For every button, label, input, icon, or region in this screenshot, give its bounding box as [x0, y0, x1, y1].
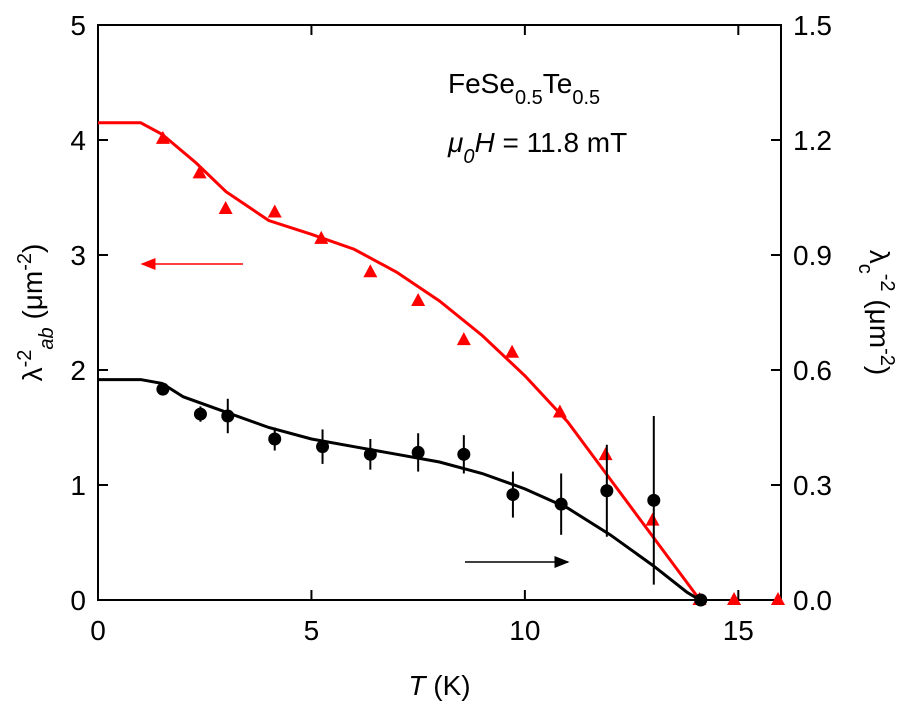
label-part: (K)	[426, 670, 471, 701]
label-part: H	[474, 127, 495, 158]
point	[267, 204, 282, 218]
x-axis-label: T (K)	[408, 670, 470, 701]
fit-line	[98, 121, 702, 601]
annotation: μ0H = 11.8 mT	[447, 127, 627, 168]
point	[457, 447, 471, 461]
y2-tick-label: 0.3	[793, 470, 832, 501]
point	[314, 230, 329, 244]
label-part: μ	[447, 127, 463, 158]
y-axis-label: λ-2ab (μm-2)	[14, 244, 58, 382]
point	[645, 512, 660, 526]
point	[316, 440, 330, 454]
x-tick-label: 15	[723, 615, 754, 646]
x-tick-label: 10	[509, 615, 540, 646]
point	[363, 264, 378, 278]
label-part: c	[854, 264, 876, 274]
plot-frame	[97, 24, 782, 601]
fit-line	[98, 378, 701, 602]
point	[552, 404, 567, 418]
label-part: )	[864, 366, 895, 375]
y2-tick-label: 0.0	[793, 585, 832, 616]
point	[647, 493, 661, 507]
point	[221, 409, 235, 423]
label-part: T	[408, 670, 427, 701]
label-part: -2	[14, 350, 36, 368]
point	[600, 484, 614, 498]
label-part: 0.5	[515, 87, 543, 109]
label-part: (μm	[864, 292, 895, 349]
point	[727, 592, 742, 605]
point	[268, 432, 282, 446]
x-tick-label: 0	[90, 615, 106, 646]
y-tick-label: 0	[70, 585, 86, 616]
y2-tick-label: 1.5	[793, 10, 832, 41]
label-part: λ	[17, 367, 48, 381]
y-tick-label: 3	[70, 240, 86, 271]
point	[193, 407, 207, 421]
point	[192, 165, 207, 179]
y-tick-label: 5	[70, 10, 86, 41]
point	[506, 488, 520, 502]
label-part: FeSe	[448, 68, 515, 99]
point	[363, 447, 377, 461]
y-tick-label: 2	[70, 355, 86, 386]
label-part: -2	[14, 253, 36, 271]
point	[156, 382, 170, 396]
label-part: -2	[876, 348, 898, 366]
point	[554, 497, 568, 511]
point	[694, 593, 708, 607]
label-part: (μm	[17, 271, 48, 328]
y2-tick-label: 0.9	[793, 240, 832, 271]
y-tick-label: 1	[70, 470, 86, 501]
annotation: FeSe0.5Te0.5	[448, 68, 600, 109]
label-part: = 11.8 mT	[495, 127, 628, 158]
point	[505, 344, 520, 358]
label-part: ab	[36, 327, 58, 349]
point	[155, 130, 170, 144]
label-part: 0.5	[572, 87, 600, 109]
point	[411, 445, 425, 459]
label-part: )	[17, 244, 48, 253]
y2-axis-label: λc-2 (μm-2)	[854, 250, 898, 375]
point	[771, 592, 786, 605]
point	[456, 332, 471, 346]
y-tick-label: 4	[70, 125, 86, 156]
label-part: -2	[876, 274, 898, 292]
x-tick-label: 5	[304, 615, 320, 646]
point	[218, 201, 233, 214]
point	[598, 447, 613, 461]
y2-tick-label: 1.2	[793, 125, 832, 156]
point	[411, 293, 426, 306]
y2-tick-label: 0.6	[793, 355, 832, 386]
label-part: λ	[864, 250, 895, 264]
label-part: Te	[543, 68, 573, 99]
label-part: 0	[463, 146, 474, 168]
